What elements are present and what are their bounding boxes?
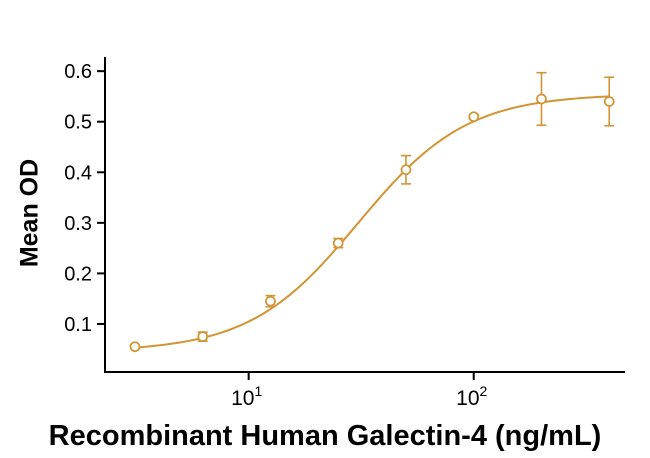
axis-lines xyxy=(104,57,625,373)
data-point-marker xyxy=(265,295,276,307)
data-point-marker xyxy=(468,111,480,123)
y-axis-tick-label: 0.3 xyxy=(64,213,92,235)
y-axis-tick-label: 0.2 xyxy=(64,263,92,285)
data-point-marker xyxy=(400,164,412,176)
data-point-marker xyxy=(536,93,547,105)
data-point-marker xyxy=(129,341,141,353)
x-axis-tick-label: 102 xyxy=(456,383,487,410)
data-point-marker xyxy=(603,96,615,107)
data-point-marker xyxy=(197,331,209,342)
x-axis-title: Recombinant Human Galectin-4 (ng/mL) xyxy=(48,420,602,452)
fit-curve xyxy=(134,95,610,349)
data-point-marker xyxy=(332,237,344,249)
x-axis-tick-label: 101 xyxy=(231,383,262,410)
y-axis-tick-label: 0.1 xyxy=(64,314,92,336)
y-axis-tick-label: 0.5 xyxy=(64,112,92,134)
y-axis-tick-label: 0.4 xyxy=(64,162,92,184)
y-axis-tick-label: 0.6 xyxy=(64,61,92,83)
y-axis-title: Mean OD xyxy=(15,158,44,268)
